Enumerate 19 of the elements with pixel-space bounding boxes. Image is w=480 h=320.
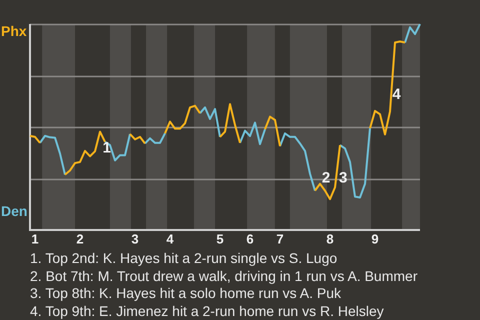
- annotation: 3: [339, 170, 348, 187]
- x-tick-label: 5: [216, 231, 224, 246]
- text: 2. Bot 7th: M. Trout drew a walk, driving in 1 run vs A. Bummer: [30, 268, 418, 285]
- text: 3. Top 8th: K. Hayes hit a solo home run vs A. Puk: [30, 285, 342, 302]
- x-tick-label: 2: [76, 231, 84, 246]
- x-tick-label: 6: [246, 231, 254, 246]
- annotation: 1: [102, 139, 111, 156]
- text: 4. Top 9th: E. Jimenez hit a 2-run home run vs R. Helsley: [30, 302, 385, 320]
- text: 1. Top 2nd: K. Hayes hit a 2-run single vs S. Lugo: [30, 250, 338, 268]
- x-tick-label: 8: [326, 231, 334, 246]
- x-tick-label: 1: [31, 231, 39, 246]
- x-tick-label: 4: [166, 231, 174, 246]
- text: Phx: [1, 22, 27, 39]
- annotation: 2: [322, 170, 330, 187]
- x-tick-label: 3: [131, 231, 139, 246]
- text: Den: [1, 202, 28, 219]
- x-tick-label: 7: [276, 231, 284, 246]
- annotation: 4: [392, 86, 402, 103]
- x-tick-label: 9: [371, 231, 379, 246]
